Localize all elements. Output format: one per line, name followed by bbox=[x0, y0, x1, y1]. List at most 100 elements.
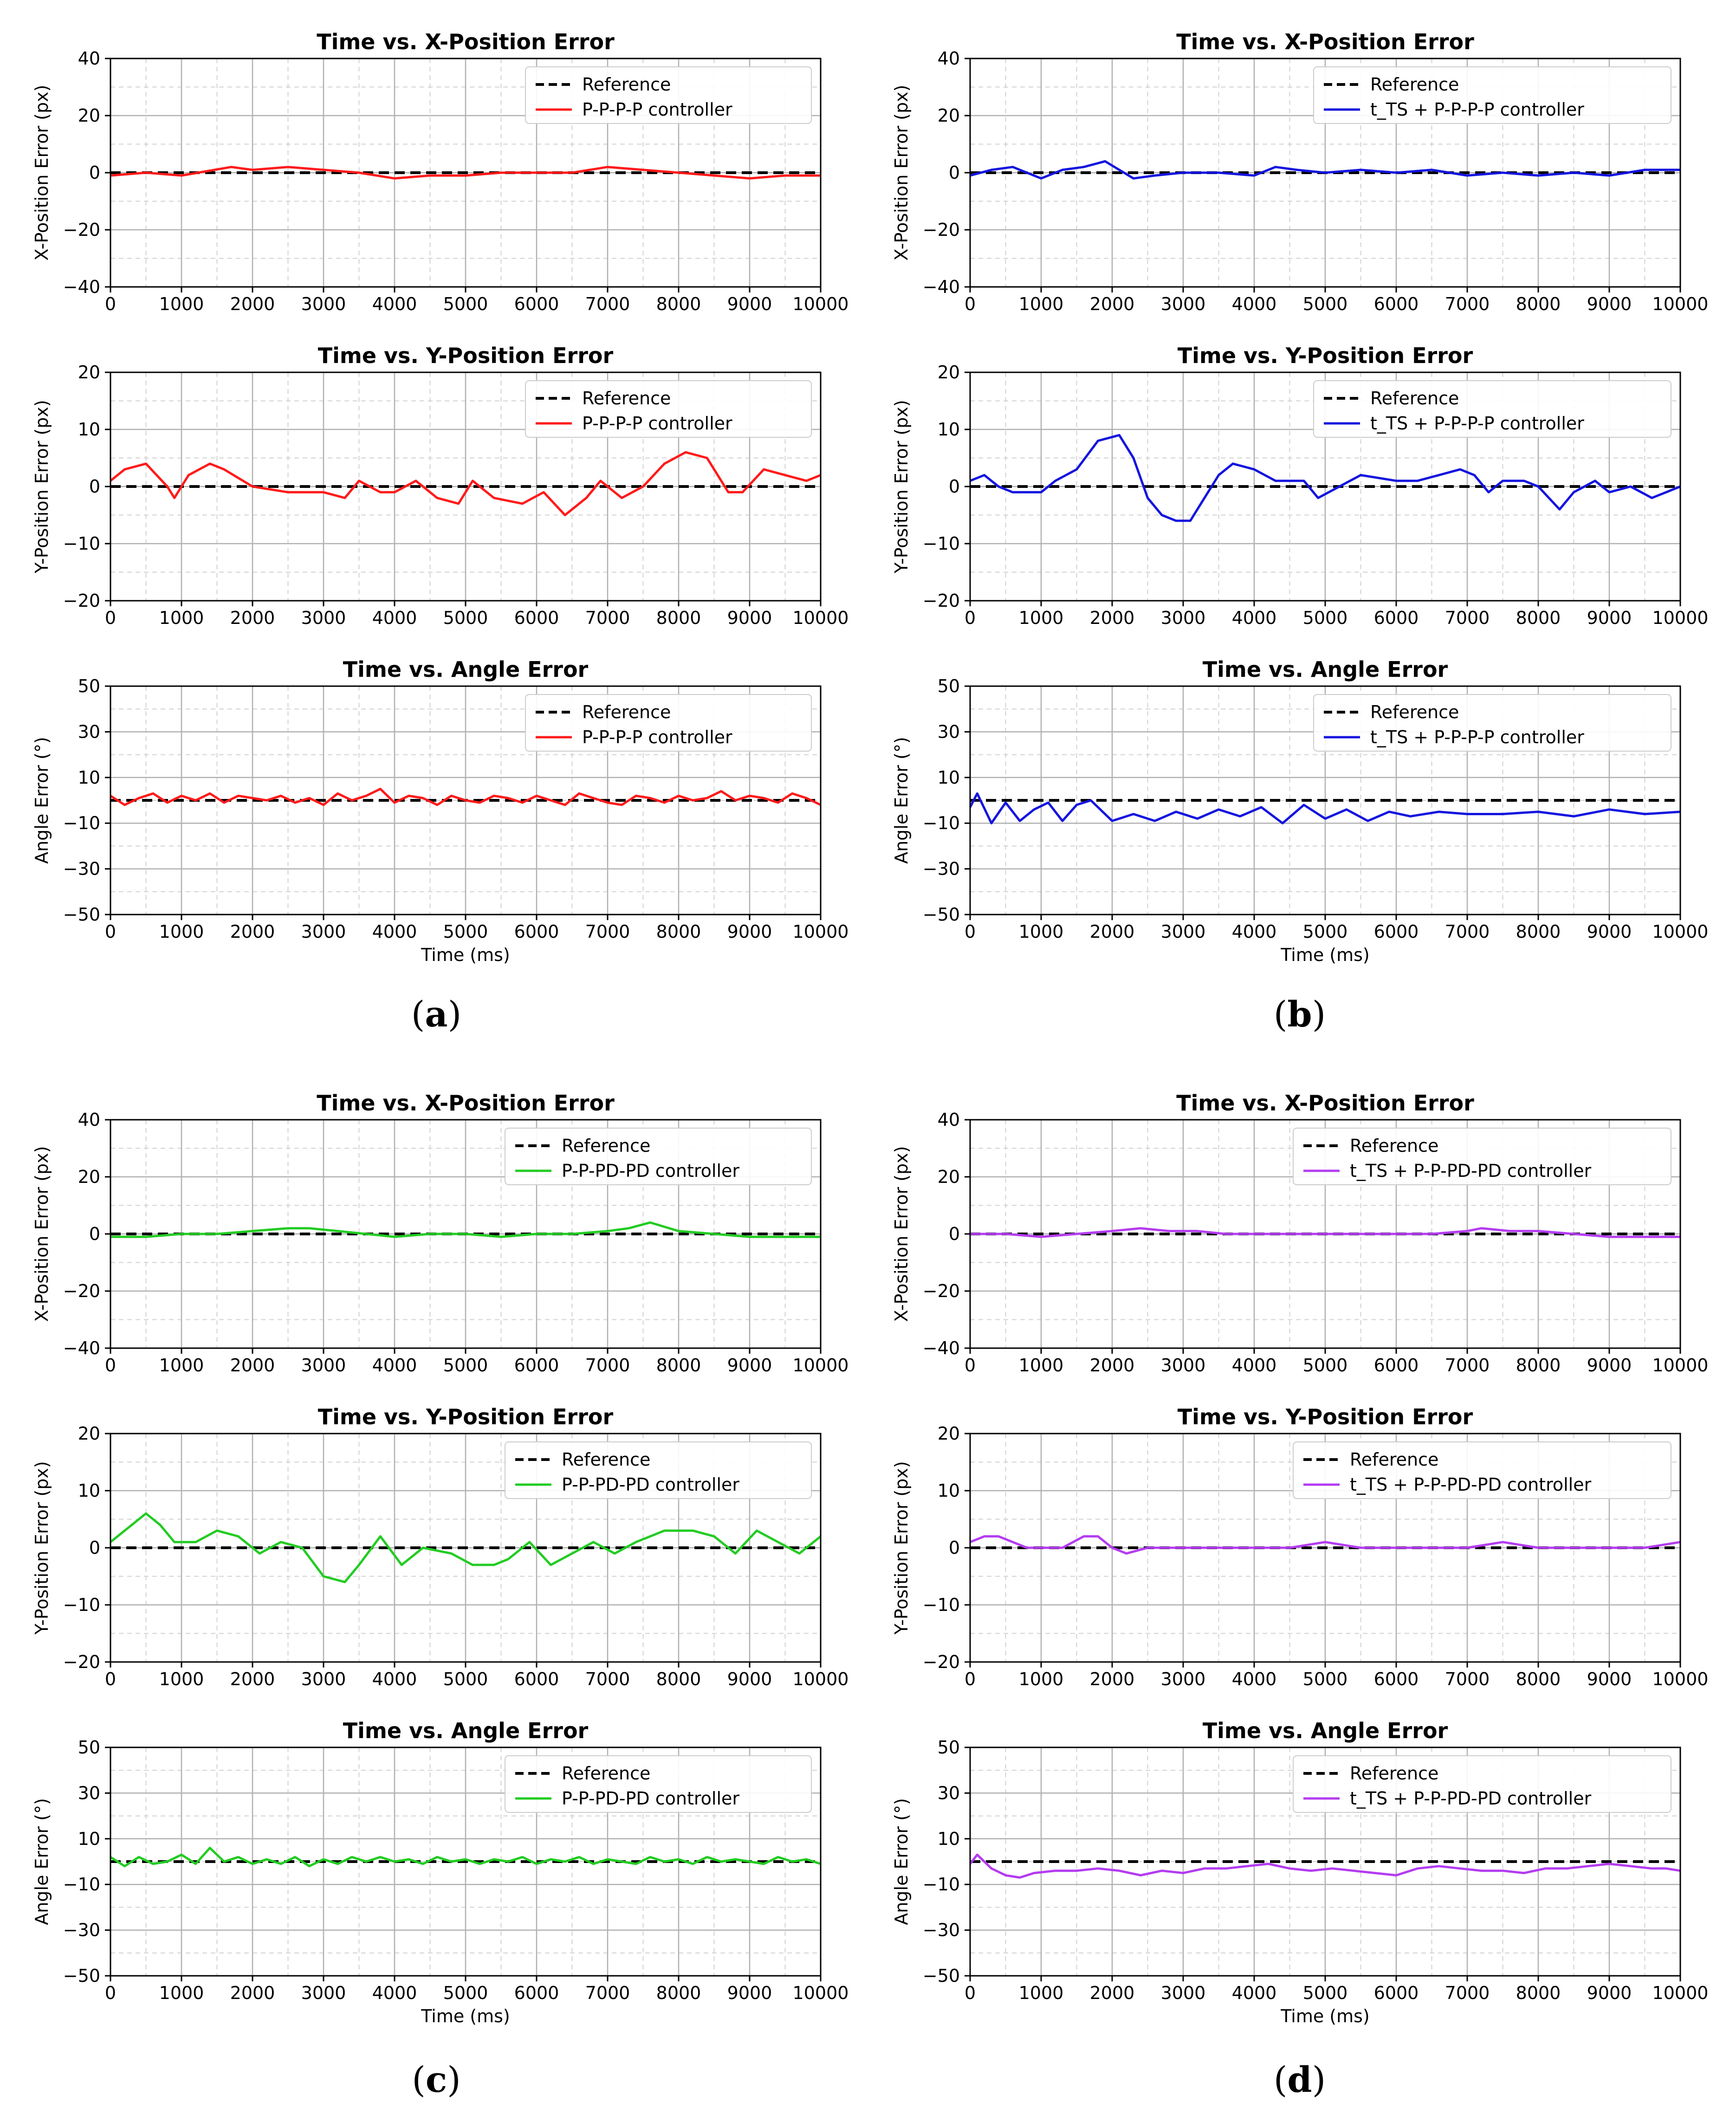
x-tick-label: 1000 bbox=[1019, 922, 1064, 942]
y-axis-label: Angle Error (°) bbox=[32, 1798, 52, 1925]
x-tick-label: 2000 bbox=[230, 1669, 275, 1689]
x-tick-label: 4000 bbox=[372, 922, 417, 942]
chart-c-3: 0 1000 2000 3000 4000 5000 6000 7000 8000 9000 100… bbox=[32, 1718, 849, 2026]
y-tick-label: 50 bbox=[78, 676, 100, 696]
legend-box bbox=[525, 66, 812, 124]
y-tick-label: −10 bbox=[63, 1874, 100, 1895]
y-tick-label: 0 bbox=[89, 1224, 100, 1244]
legend: Reference t_TS + P-P-P-P controller bbox=[1313, 694, 1671, 752]
x-tick-label: 9000 bbox=[1587, 608, 1632, 628]
x-tick-label: 9000 bbox=[727, 608, 772, 628]
legend: Reference P-P-PD-PD controller bbox=[505, 1755, 812, 1813]
chart-d-3: 0 1000 2000 3000 4000 5000 6000 7000 8000 9000 100… bbox=[891, 1718, 1708, 2026]
legend-box bbox=[1313, 66, 1671, 124]
chart-c-1: 0 1000 2000 3000 4000 5000 6000 7000 8000 9000 100… bbox=[32, 1090, 849, 1376]
legend-reference-label: Reference bbox=[562, 1449, 650, 1470]
legend-reference-label: Reference bbox=[562, 1763, 650, 1784]
y-tick-label: 20 bbox=[938, 1423, 960, 1444]
x-tick-label: 4000 bbox=[1232, 294, 1277, 314]
legend-controller-label: t_TS + P-P-P-P controller bbox=[1370, 727, 1584, 747]
panel-label-d: (d) bbox=[1273, 2059, 1326, 2100]
x-axis-label: Time (ms) bbox=[1280, 945, 1370, 965]
x-tick-label: 4000 bbox=[1232, 1355, 1277, 1376]
y-tick-label: −30 bbox=[63, 1920, 100, 1941]
x-tick-label: 7000 bbox=[1445, 608, 1490, 628]
x-tick-label: 2000 bbox=[230, 608, 275, 628]
x-tick-label: 2000 bbox=[230, 1355, 275, 1376]
legend-controller-label: t_TS + P-P-P-P controller bbox=[1370, 413, 1584, 434]
chart-c-2: 0 1000 2000 3000 4000 5000 6000 7000 8000 9000 100… bbox=[32, 1404, 849, 1689]
x-tick-label: 8000 bbox=[1516, 1983, 1561, 2003]
x-tick-label: 7000 bbox=[1445, 1669, 1490, 1689]
x-tick-label: 10000 bbox=[1652, 1983, 1709, 2003]
x-tick-label: 10000 bbox=[793, 1669, 849, 1689]
legend: Reference P-P-P-P controller bbox=[525, 66, 812, 124]
chart-title: Time vs. X-Position Error bbox=[317, 1090, 615, 1116]
chart-title: Time vs. Angle Error bbox=[343, 1718, 589, 1743]
x-tick-label: 0 bbox=[105, 1669, 116, 1689]
x-tick-label: 4000 bbox=[1232, 922, 1277, 942]
x-tick-label: 0 bbox=[965, 1669, 976, 1689]
y-tick-label: −30 bbox=[923, 1920, 960, 1941]
x-tick-label: 9000 bbox=[727, 1669, 772, 1689]
y-tick-label: 0 bbox=[89, 476, 100, 497]
x-tick-label: 3000 bbox=[301, 922, 346, 942]
y-tick-label: 10 bbox=[78, 1829, 100, 1849]
legend-box bbox=[1293, 1441, 1671, 1499]
legend-box bbox=[525, 694, 812, 752]
x-tick-label: 8000 bbox=[656, 1983, 701, 2003]
controller-series-line bbox=[970, 160, 1680, 180]
x-tick-label: 6000 bbox=[514, 1983, 559, 2003]
y-tick-label: 40 bbox=[938, 48, 960, 69]
y-tick-label: 0 bbox=[89, 1538, 100, 1558]
y-axis-label: Y-Position Error (px) bbox=[891, 1461, 912, 1635]
legend: Reference P-P-P-P controller bbox=[525, 694, 812, 752]
x-tick-label: 3000 bbox=[301, 1355, 346, 1376]
legend-box bbox=[1293, 1128, 1671, 1185]
y-tick-label: 20 bbox=[78, 1167, 100, 1187]
y-tick-label: 0 bbox=[949, 162, 960, 183]
legend-reference-label: Reference bbox=[1350, 1763, 1438, 1784]
legend-box bbox=[505, 1128, 812, 1185]
y-tick-label: 40 bbox=[938, 1110, 960, 1130]
x-tick-label: 2000 bbox=[1090, 1983, 1135, 2003]
y-tick-label: −40 bbox=[923, 1338, 960, 1358]
y-tick-label: −10 bbox=[63, 1595, 100, 1615]
y-tick-label: −20 bbox=[923, 591, 960, 611]
x-tick-label: 10000 bbox=[793, 1983, 849, 2003]
x-tick-label: 9000 bbox=[1587, 294, 1632, 314]
x-tick-label: 3000 bbox=[301, 1669, 346, 1689]
legend-controller-label: P-P-P-P controller bbox=[582, 99, 732, 120]
y-tick-label: 20 bbox=[78, 362, 100, 383]
y-axis-label: Angle Error (°) bbox=[32, 737, 52, 864]
chart-d-2: 0 1000 2000 3000 4000 5000 6000 7000 8000 9000 100… bbox=[891, 1404, 1708, 1689]
x-tick-label: 0 bbox=[105, 922, 116, 942]
x-tick-label: 3000 bbox=[1161, 294, 1206, 314]
legend: Reference P-P-PD-PD controller bbox=[505, 1441, 812, 1499]
x-tick-label: 4000 bbox=[372, 1983, 417, 2003]
x-tick-label: 1000 bbox=[159, 1669, 204, 1689]
panel-label-c: (c) bbox=[412, 2059, 461, 2100]
y-axis-label: Y-Position Error (px) bbox=[891, 400, 912, 573]
x-tick-label: 6000 bbox=[1374, 1669, 1419, 1689]
x-tick-label: 7000 bbox=[1445, 1355, 1490, 1376]
x-tick-label: 2000 bbox=[230, 1983, 275, 2003]
x-tick-label: 6000 bbox=[1374, 922, 1419, 942]
y-tick-label: 20 bbox=[78, 1423, 100, 1444]
y-tick-label: −50 bbox=[923, 1966, 960, 1986]
x-tick-label: 0 bbox=[965, 608, 976, 628]
legend-box bbox=[505, 1441, 812, 1499]
x-tick-label: 9000 bbox=[727, 922, 772, 942]
y-tick-label: 50 bbox=[938, 1737, 960, 1758]
y-tick-label: 10 bbox=[938, 1829, 960, 1849]
x-tick-label: 4000 bbox=[1232, 1669, 1277, 1689]
controller-series-line bbox=[110, 787, 822, 806]
legend-controller-label: t_TS + P-P-PD-PD controller bbox=[1350, 1161, 1592, 1181]
chart-title: Time vs. Angle Error bbox=[1203, 1718, 1448, 1743]
x-tick-label: 3000 bbox=[301, 608, 346, 628]
x-tick-label: 1000 bbox=[159, 922, 204, 942]
y-tick-label: −20 bbox=[63, 220, 100, 240]
y-tick-label: 40 bbox=[78, 1110, 100, 1130]
x-tick-label: 1000 bbox=[159, 1355, 204, 1376]
x-tick-label: 6000 bbox=[1374, 608, 1419, 628]
